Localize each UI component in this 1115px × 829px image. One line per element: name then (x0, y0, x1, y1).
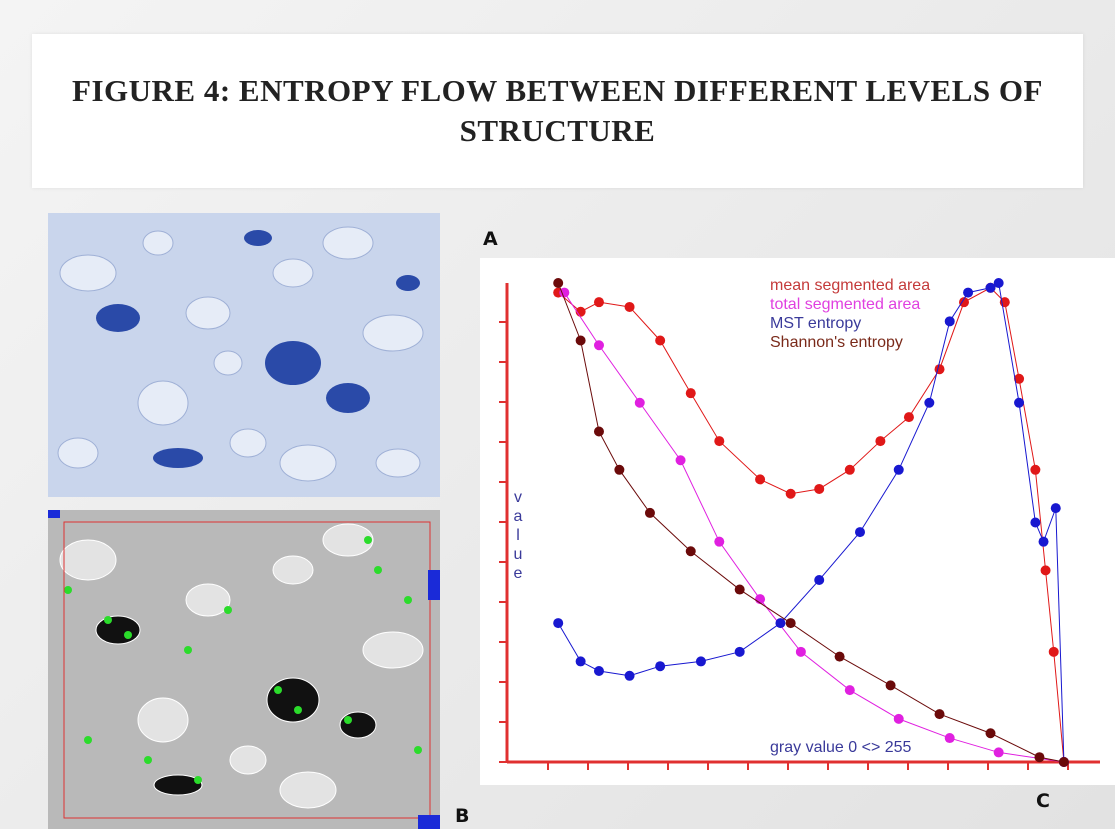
point (1014, 398, 1024, 408)
point (594, 426, 604, 436)
point (696, 656, 706, 666)
point (845, 685, 855, 695)
point (686, 546, 696, 556)
point (855, 527, 865, 537)
point (986, 728, 996, 738)
point (686, 388, 696, 398)
slide: FIGURE 4: ENTROPY FLOW BETWEEN DIFFERENT… (0, 0, 1115, 829)
point (924, 398, 934, 408)
point (796, 647, 806, 657)
point (714, 436, 724, 446)
point (894, 714, 904, 724)
point (655, 335, 665, 345)
point (1049, 647, 1059, 657)
x-axis-label: gray value 0 <> 255 (770, 739, 912, 756)
point (994, 278, 1004, 288)
point (945, 316, 955, 326)
point (786, 618, 796, 628)
point (904, 412, 914, 422)
point (786, 489, 796, 499)
point (835, 652, 845, 662)
point (594, 297, 604, 307)
point (755, 474, 765, 484)
point (576, 656, 586, 666)
point (625, 671, 635, 681)
legend-entry: MST entropy (770, 315, 861, 332)
point (1030, 518, 1040, 528)
point (625, 302, 635, 312)
point (1059, 757, 1069, 767)
y-axis-label: value (512, 488, 524, 583)
point (945, 733, 955, 743)
point (735, 585, 745, 595)
point (594, 666, 604, 676)
point (553, 618, 563, 628)
point (635, 398, 645, 408)
point (894, 465, 904, 475)
point (935, 709, 945, 719)
chart: gray value 0 <> 255 mean segmented area t… (0, 0, 1115, 829)
point (1051, 503, 1061, 513)
point (814, 484, 824, 494)
point (875, 436, 885, 446)
point (576, 335, 586, 345)
point (714, 537, 724, 547)
point (645, 508, 655, 518)
point (994, 747, 1004, 757)
point (963, 288, 973, 298)
point (886, 680, 896, 690)
point (845, 465, 855, 475)
point (594, 340, 604, 350)
point (1041, 565, 1051, 575)
legend-entry: Shannon's entropy (770, 334, 903, 351)
point (614, 465, 624, 475)
point (676, 455, 686, 465)
point (775, 618, 785, 628)
point (935, 364, 945, 374)
point (1034, 752, 1044, 762)
point (1039, 537, 1049, 547)
point (553, 278, 563, 288)
legend-entry: mean segmented area (770, 277, 930, 294)
point (814, 575, 824, 585)
point (655, 661, 665, 671)
point (735, 647, 745, 657)
legend-entry: total segmented area (770, 296, 920, 313)
point (1030, 465, 1040, 475)
